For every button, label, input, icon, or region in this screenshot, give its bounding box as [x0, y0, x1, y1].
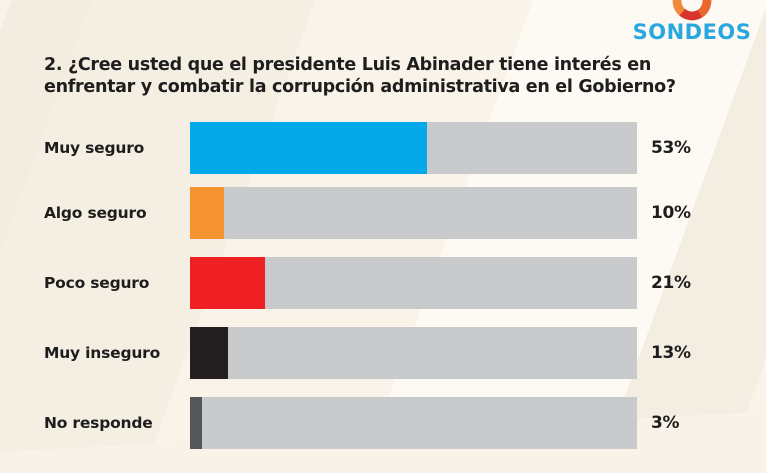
- bar-value: 3%: [651, 413, 680, 433]
- bar-track: [190, 122, 637, 174]
- bar-value: 21%: [651, 273, 691, 293]
- brand-wordmark: SONDEOS: [632, 20, 752, 44]
- bar-track: [190, 187, 637, 239]
- chart-row: Algo seguro 10%: [0, 187, 766, 239]
- bar-track: [190, 327, 637, 379]
- brand-logo: SONDEOS: [632, 0, 752, 44]
- bar-value: 53%: [651, 138, 691, 158]
- bar-fill: [190, 122, 427, 174]
- bar-fill: [190, 187, 224, 239]
- chart-row: Muy inseguro 13%: [0, 327, 766, 379]
- bar-chart: Muy seguro 53% Algo seguro 10% Poco segu…: [0, 112, 766, 460]
- bar-label: No responde: [44, 414, 153, 432]
- bar-track: [190, 397, 637, 449]
- bar-track: [190, 257, 637, 309]
- chart-row: Poco seguro 21%: [0, 257, 766, 309]
- bar-label: Algo seguro: [44, 204, 147, 222]
- bar-fill: [190, 327, 228, 379]
- donut-ring-icon: [672, 0, 712, 21]
- bar-label: Muy inseguro: [44, 344, 161, 362]
- bar-value: 13%: [651, 343, 691, 363]
- bar-fill: [190, 397, 202, 449]
- chart-row: Muy seguro 53%: [0, 122, 766, 174]
- bar-fill: [190, 257, 266, 309]
- bar-label: Poco seguro: [44, 274, 150, 292]
- chart-row: No responde 3%: [0, 397, 766, 449]
- bar-value: 10%: [651, 203, 691, 223]
- bar-label: Muy seguro: [44, 139, 145, 157]
- page-title: 2. ¿Cree usted que el presidente Luis Ab…: [44, 55, 676, 98]
